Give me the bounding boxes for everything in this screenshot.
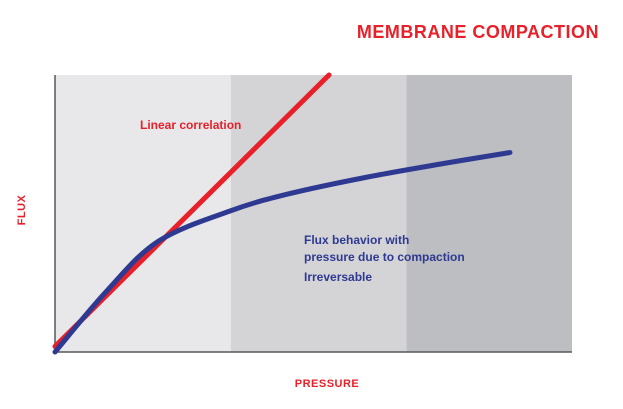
annotation-flux-behavior: Flux behavior with pressure due to compa… [304,232,465,266]
x-axis-label: PRESSURE [294,378,360,390]
chart-title: MEMBRANE COMPACTION [356,22,599,42]
axes [54,75,572,353]
background-band-3 [406,75,572,352]
annotation-linear-correlation: Linear correlation [140,118,242,132]
annotation-irreversable: Irreversable [304,270,373,284]
y-axis-label: FLUX [16,194,28,226]
background-bands [55,75,572,352]
annotation-flux-line-2: pressure due to compaction [304,250,465,264]
background-band-1 [55,75,231,352]
series-line-compaction [52,150,513,355]
series-layer [52,72,513,355]
background-band-2 [230,75,407,352]
annotation-flux-line-1: Flux behavior with [304,233,410,247]
